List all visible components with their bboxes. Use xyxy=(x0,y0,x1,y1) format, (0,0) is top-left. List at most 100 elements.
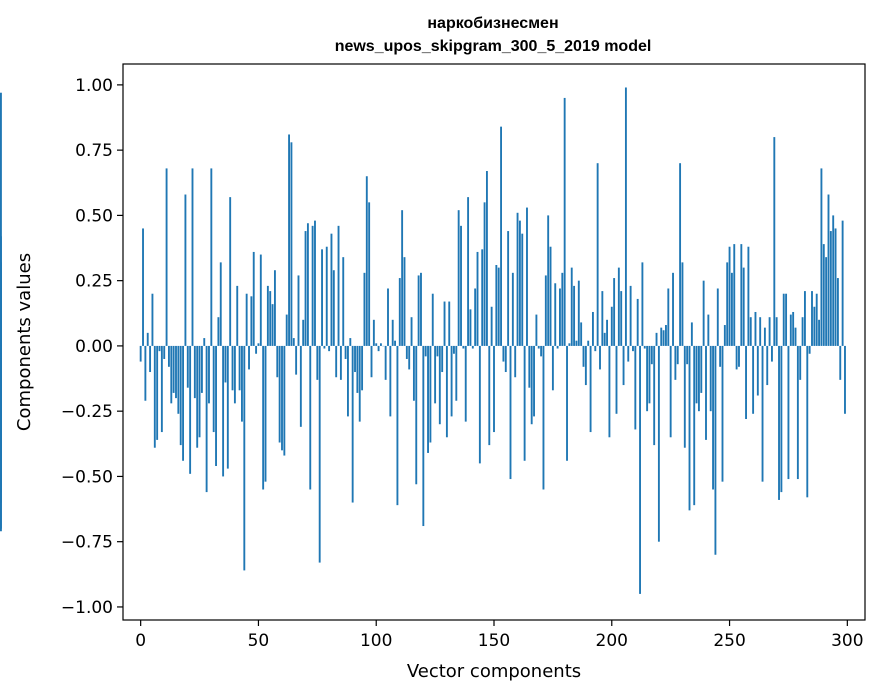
bar xyxy=(474,288,477,346)
bar xyxy=(167,345,170,367)
bar xyxy=(396,345,399,506)
bar xyxy=(259,254,262,346)
x-tick-label: 0 xyxy=(135,631,146,651)
bar xyxy=(594,345,597,352)
bar xyxy=(617,267,620,346)
bar xyxy=(773,137,776,346)
bar xyxy=(535,314,538,346)
bar xyxy=(179,345,182,446)
bar xyxy=(554,283,557,346)
bar xyxy=(530,345,533,425)
plot-frame xyxy=(122,63,866,621)
bar xyxy=(255,345,258,354)
bar xyxy=(139,345,142,362)
bar xyxy=(766,345,769,386)
bar xyxy=(278,345,281,443)
bar xyxy=(794,327,797,346)
bar xyxy=(705,345,707,440)
bar xyxy=(391,319,394,346)
bar xyxy=(0,288,2,346)
bar xyxy=(455,345,458,401)
bar xyxy=(273,270,276,346)
bar xyxy=(584,345,587,386)
bar xyxy=(238,345,241,391)
bar xyxy=(639,345,641,594)
bar xyxy=(754,311,757,346)
bar xyxy=(832,215,835,346)
bar xyxy=(332,270,335,346)
bar xyxy=(257,343,260,346)
bar xyxy=(504,345,507,373)
bar xyxy=(516,212,519,346)
bar xyxy=(603,332,606,346)
bar xyxy=(445,345,448,438)
bar xyxy=(158,345,161,352)
x-tick-label: 150 xyxy=(478,631,510,651)
bar xyxy=(0,345,2,386)
bar xyxy=(379,343,382,346)
bar xyxy=(745,345,747,420)
bar xyxy=(460,225,462,346)
bar xyxy=(295,345,298,375)
bar xyxy=(759,317,762,346)
bar xyxy=(726,262,729,346)
bar xyxy=(302,319,305,346)
bar xyxy=(806,345,809,498)
bar xyxy=(306,223,309,346)
bar xyxy=(488,345,491,446)
bar xyxy=(523,345,526,461)
bar xyxy=(450,345,453,417)
bar xyxy=(709,345,712,412)
y-axis-label: Components values xyxy=(14,253,35,431)
bar xyxy=(436,345,439,357)
bar xyxy=(417,275,420,346)
bar xyxy=(672,272,674,346)
bar xyxy=(356,345,359,393)
bar xyxy=(193,345,196,399)
bar xyxy=(292,338,295,346)
bar xyxy=(349,338,352,346)
bar xyxy=(827,194,830,346)
bar xyxy=(608,345,611,438)
bar xyxy=(589,345,592,433)
bar xyxy=(347,345,349,417)
bar xyxy=(389,345,392,417)
bar xyxy=(636,298,639,346)
bar xyxy=(624,87,627,346)
bar xyxy=(575,340,578,346)
bar xyxy=(457,210,460,346)
bar xyxy=(434,345,437,404)
bar xyxy=(811,291,813,346)
bar xyxy=(361,345,364,391)
bar xyxy=(309,345,312,490)
bar xyxy=(354,345,356,373)
bar xyxy=(632,345,634,352)
bar xyxy=(526,207,528,346)
bar xyxy=(587,340,590,346)
bar xyxy=(502,345,505,362)
bar xyxy=(189,345,192,474)
bar xyxy=(792,311,795,346)
bar xyxy=(580,322,583,346)
bar xyxy=(153,345,156,448)
bar xyxy=(200,345,203,393)
bar xyxy=(297,275,300,346)
bar xyxy=(330,233,333,346)
bar xyxy=(620,291,623,346)
y-tick-label: 0.25 xyxy=(75,272,113,292)
y-tick-label: −0.50 xyxy=(61,467,113,487)
bar xyxy=(271,304,274,346)
bar xyxy=(146,332,149,346)
bar xyxy=(318,345,321,563)
bar xyxy=(283,345,286,456)
bar xyxy=(196,345,199,448)
bar xyxy=(248,345,250,370)
chart-title: наркобизнесмен xyxy=(427,15,558,32)
chart-subtitle: news_upos_skipgram_300_5_2019 model xyxy=(335,38,652,55)
bar xyxy=(0,345,2,461)
bar xyxy=(438,345,441,425)
bar xyxy=(229,197,232,346)
bar xyxy=(377,345,380,352)
y-tick-label: −0.25 xyxy=(61,402,113,422)
